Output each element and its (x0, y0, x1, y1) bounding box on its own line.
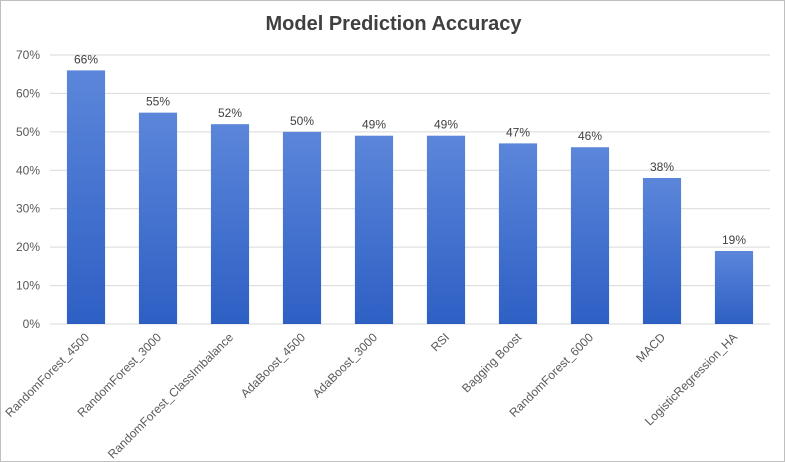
category-label: RandomForest_ClassImbalance (105, 330, 236, 461)
y-tick-label: 20% (16, 240, 40, 254)
y-tick-label: 40% (16, 163, 40, 177)
bar (138, 112, 178, 325)
chart-title: Model Prediction Accuracy (265, 13, 522, 35)
data-label: 46% (578, 129, 602, 143)
bar (642, 177, 682, 324)
data-label: 55% (146, 95, 170, 109)
y-tick-label: 0% (23, 317, 41, 331)
data-label: 66% (74, 52, 98, 66)
data-label: 19% (722, 233, 746, 247)
bar (570, 147, 610, 324)
bars (66, 70, 754, 325)
bar (498, 143, 538, 324)
data-label: 50% (290, 114, 314, 128)
y-tick-label: 10% (16, 279, 40, 293)
data-label: 49% (434, 118, 458, 132)
bar (354, 135, 394, 324)
data-label: 49% (362, 118, 386, 132)
data-labels: 66% 55% 52% 50% 49% 49% 47% 46% 38% 19% (74, 52, 746, 247)
category-labels: RandomForest_4500RandomForest_3000Random… (3, 330, 741, 462)
y-tick-label: 30% (16, 202, 40, 216)
category-label: RSI (428, 330, 452, 354)
y-axis-ticks: 0% 10% 20% 30% 40% 50% 60% 70% (16, 48, 40, 331)
category-label: MACD (633, 330, 668, 365)
y-tick-label: 50% (16, 125, 40, 139)
bar (210, 124, 250, 325)
bar (282, 131, 322, 324)
category-label: AdaBoost_4500 (238, 330, 309, 401)
bar (66, 70, 106, 324)
data-label: 47% (506, 125, 530, 139)
category-label: AdaBoost_3000 (310, 330, 381, 401)
category-label: Bagging Boost (459, 330, 525, 396)
data-label: 38% (650, 160, 674, 174)
bar (714, 250, 754, 324)
y-tick-label: 70% (16, 48, 40, 62)
data-label: 52% (218, 106, 242, 120)
bar (426, 135, 466, 324)
y-tick-label: 60% (16, 86, 40, 100)
